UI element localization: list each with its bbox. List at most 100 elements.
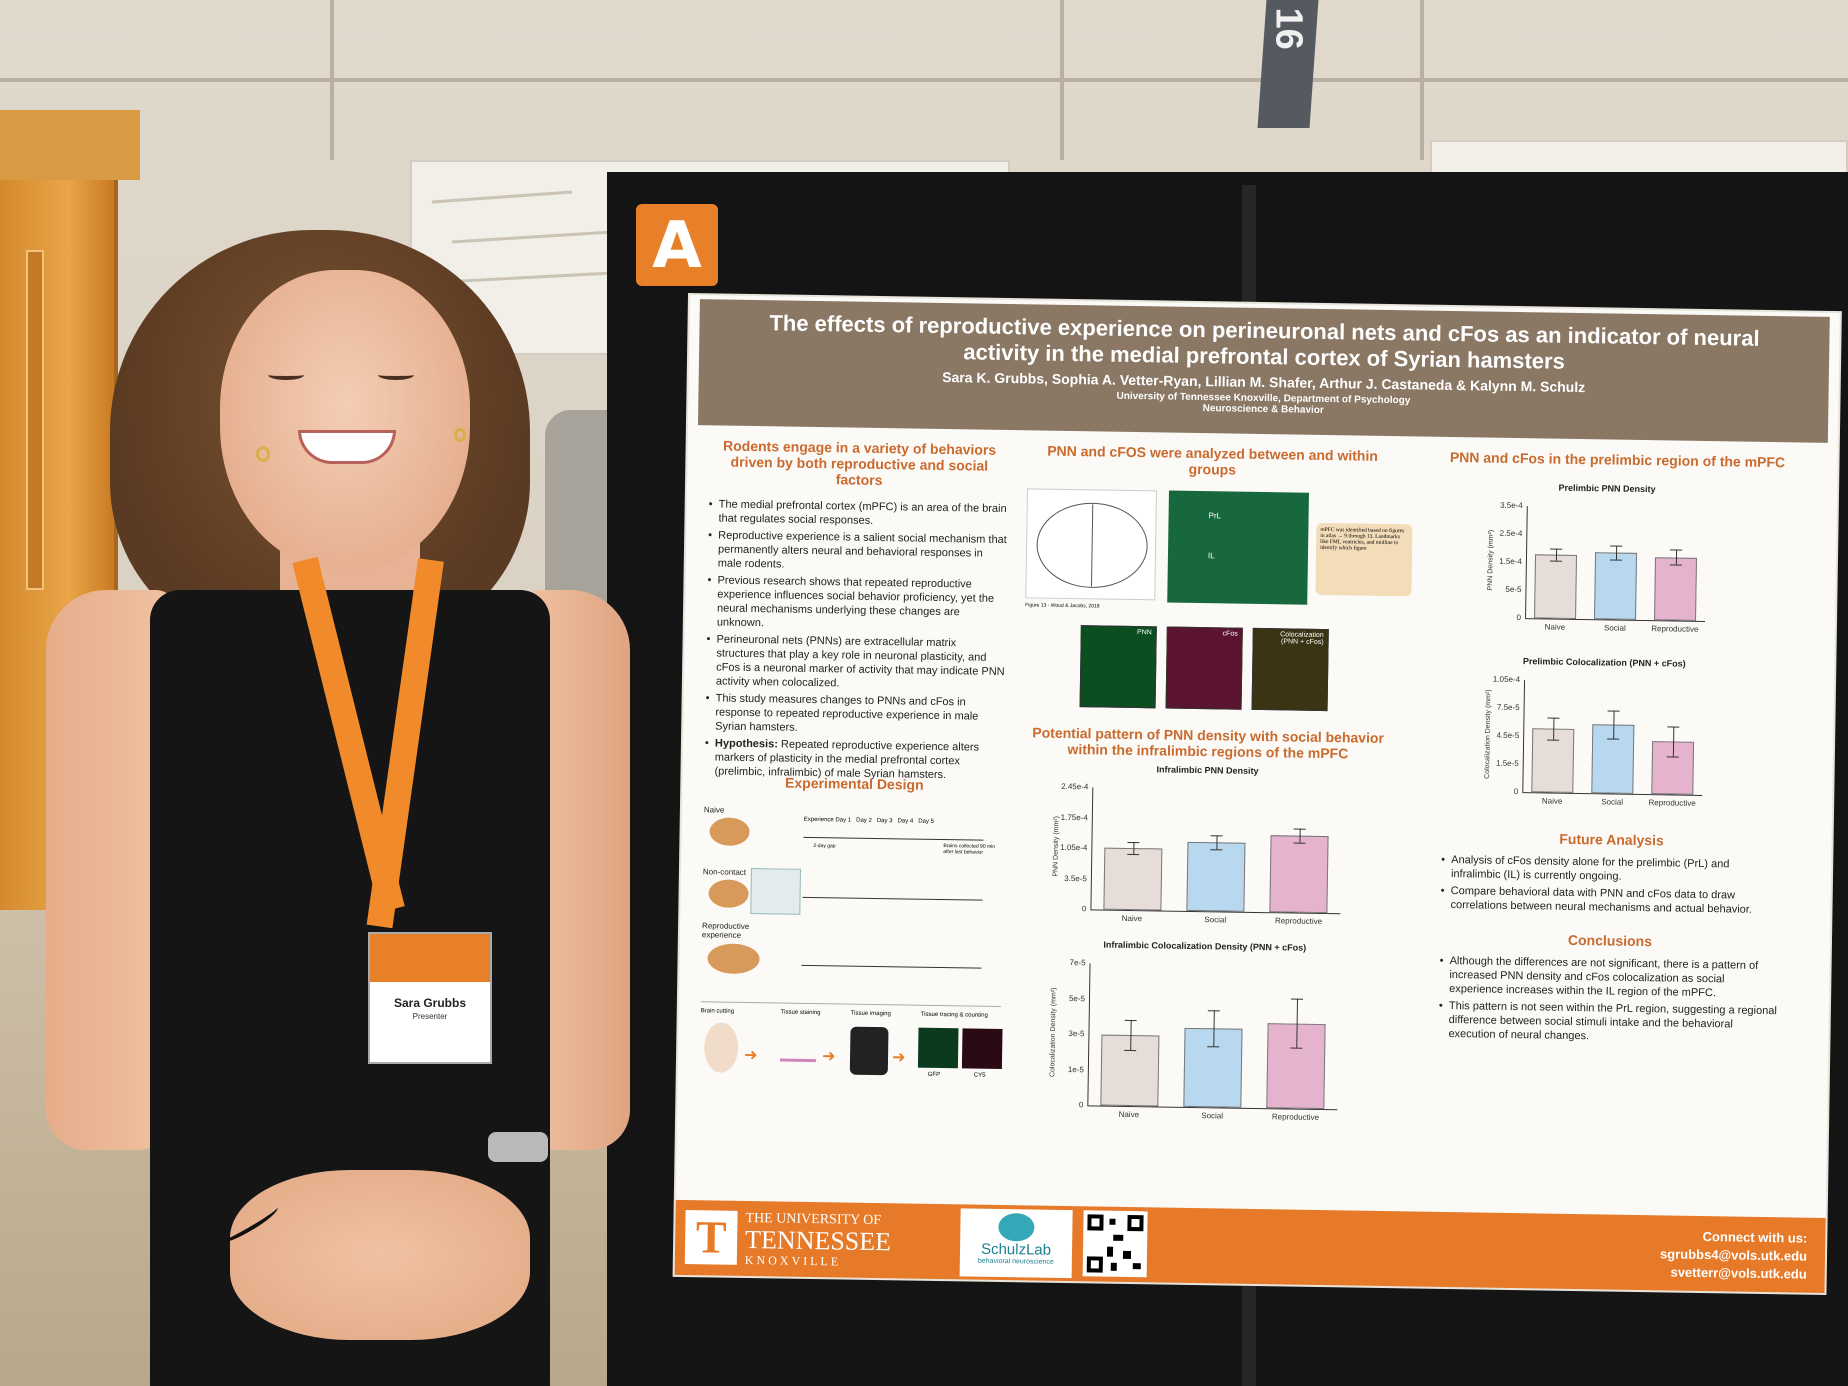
atlas-outline xyxy=(1036,502,1148,588)
panel-label: PNN xyxy=(1136,629,1152,637)
qr-code[interactable] xyxy=(1082,1210,1148,1278)
brain-icon xyxy=(703,1022,739,1073)
contact-email[interactable]: svetterr@vols.utk.edu xyxy=(1670,1264,1807,1282)
conclusion-bullet: This pattern is not seen within the PrL … xyxy=(1438,999,1779,1046)
day-labels: Experience Day 1 Day 2 Day 3 Day 4 Day 5 xyxy=(804,817,1004,826)
y-tick-label: 3e-5 xyxy=(1068,1029,1085,1039)
prelimbic-section: PNN and cFos in the prelimbic region of … xyxy=(1408,448,1817,1049)
slide-icon xyxy=(779,1033,817,1063)
door-window xyxy=(26,250,44,590)
wall-panel-seam xyxy=(1420,0,1424,160)
research-poster: The effects of reproductive experience o… xyxy=(674,295,1840,1293)
chart-title: Infralimbic Colocalization Density (PNN … xyxy=(1103,939,1307,953)
region-label: PrL xyxy=(1208,511,1222,521)
design-heading: Experimental Design xyxy=(784,774,924,793)
ut-logo: T THE UNIVERSITY OF TENNESSEE KNOXVILLE xyxy=(684,1206,936,1272)
intro-bullet: Reproductive experience is a salient soc… xyxy=(708,528,1009,575)
panel-label: Colocalization (PNN + cFos) xyxy=(1280,631,1324,646)
bar-naive xyxy=(1102,847,1163,911)
error-cap xyxy=(1607,710,1620,712)
timeline-line xyxy=(803,836,984,841)
error-cap xyxy=(1607,737,1620,740)
design-timeline: Naive Non-contact Reproductive experienc… xyxy=(701,795,1004,1000)
error-cap xyxy=(1610,545,1623,548)
error-cap xyxy=(1126,853,1139,855)
wall-panel-seam xyxy=(330,0,334,160)
colocalization-panel: Colocalization (PNN + cFos) xyxy=(1251,627,1329,712)
hamster-pair-icon xyxy=(707,943,760,975)
region-label: IL xyxy=(1207,551,1215,561)
y-tick-label: 1.5e-4 xyxy=(1499,556,1522,567)
poster-header: The effects of reproductive experience o… xyxy=(697,299,1830,443)
chart-title: Infralimbic PNN Density xyxy=(1156,764,1259,776)
error-cap xyxy=(1127,841,1140,843)
intro-bullet: This study measures changes to PNNs and … xyxy=(705,691,1006,738)
cfos-panel: cFos xyxy=(1165,626,1243,710)
poster-footer: T THE UNIVERSITY OF TENNESSEE KNOXVILLE … xyxy=(674,1199,1826,1293)
presenter-smile xyxy=(298,430,396,464)
methods-heading: PNN and cFOS were analyzed between and w… xyxy=(1047,442,1378,478)
future-bullet: Compare behavioral data with PNN and cFo… xyxy=(1440,884,1780,917)
y-tick-label: 1.75e-4 xyxy=(1060,812,1088,822)
presenter-eye xyxy=(268,370,304,380)
y-axis xyxy=(1525,506,1528,619)
y-tick-label: 7e-5 xyxy=(1069,958,1086,968)
brain-logo-icon xyxy=(998,1212,1035,1242)
door-frame xyxy=(0,110,140,180)
earring-icon xyxy=(256,446,270,462)
power-t-icon: T xyxy=(684,1210,738,1265)
x-tick-label: Social xyxy=(1603,623,1626,633)
y-tick-label: 3.5e-5 xyxy=(1064,873,1087,883)
intro-bullet: Previous research shows that repeated re… xyxy=(707,573,1008,634)
conclusions-bullets: Although the differences are not signifi… xyxy=(1408,953,1809,1046)
wristwatch-icon xyxy=(488,1132,548,1162)
x-tick-label: Naive xyxy=(1118,1109,1140,1120)
contact-email[interactable]: sgrubbs4@vols.utk.edu xyxy=(1659,1246,1808,1264)
bar-naive xyxy=(1534,554,1578,619)
badge-header xyxy=(370,934,490,982)
day-label: Day 2 xyxy=(856,817,872,824)
error-cap xyxy=(1670,549,1683,551)
error-cap xyxy=(1550,548,1563,550)
y-tick-label: 0 xyxy=(1513,787,1519,797)
error-cap xyxy=(1210,849,1223,851)
pnn-panel: PNN xyxy=(1079,625,1157,709)
wall-panel-seam xyxy=(0,78,1848,82)
channel-label: GFP xyxy=(927,1071,941,1079)
bar-reproductive xyxy=(1654,556,1698,621)
hypothesis-label: Hypothesis: xyxy=(714,737,779,751)
y-tick-label: 2.5e-4 xyxy=(1499,528,1523,539)
pipeline-step: Brain cutting xyxy=(700,1008,735,1015)
intro-heading: Rodents engage in a variety of behaviors… xyxy=(722,437,997,489)
lab-subtitle: behavioral neuroscience xyxy=(977,1257,1054,1266)
ut-line3: KNOXVILLE xyxy=(744,1252,842,1269)
gap-label: 2-day gap xyxy=(813,843,836,850)
pipeline-step: Tissue imaging xyxy=(850,1010,891,1018)
x-tick-label: Social xyxy=(1601,797,1624,807)
conclusions-heading: Conclusions xyxy=(1567,931,1653,950)
intro-bullet: Perineuronal nets (PNNs) are extracellul… xyxy=(706,632,1007,693)
intro-bullets: The medial prefrontal cortex (mPFC) is a… xyxy=(704,497,1008,783)
error-bar xyxy=(1555,548,1558,561)
intro-section: Rodents engage in a variety of behaviors… xyxy=(704,437,1009,786)
error-cap xyxy=(1549,560,1562,562)
pipeline: Brain cutting Tissue staining Tissue ima… xyxy=(699,1001,1003,1096)
error-cap xyxy=(1207,1045,1220,1048)
chart-infralimbic-pnn: Infralimbic PNN Density PNN Density (mm²)… xyxy=(1020,760,1393,936)
error-cap xyxy=(1291,998,1304,1001)
error-cap xyxy=(1667,726,1680,728)
future-bullet: Analysis of cFos density alone for the p… xyxy=(1441,853,1781,886)
x-tick-label: Naive xyxy=(1541,796,1563,806)
y-axis xyxy=(1090,787,1094,910)
x-tick-label: Social xyxy=(1201,1111,1224,1121)
y-axis xyxy=(1522,680,1526,793)
x-tick-label: Reproductive xyxy=(1271,1112,1320,1122)
group-label: Non-contact xyxy=(702,867,747,877)
y-axis xyxy=(1087,963,1091,1106)
intro-bullet: The medial prefrontal cortex (mPFC) is a… xyxy=(708,497,1008,530)
error-bar xyxy=(1132,841,1135,854)
gfp-image xyxy=(917,1027,959,1069)
y-tick-label: 5e-5 xyxy=(1068,993,1086,1003)
bar-reproductive xyxy=(1269,835,1330,914)
error-cap xyxy=(1207,1010,1220,1012)
